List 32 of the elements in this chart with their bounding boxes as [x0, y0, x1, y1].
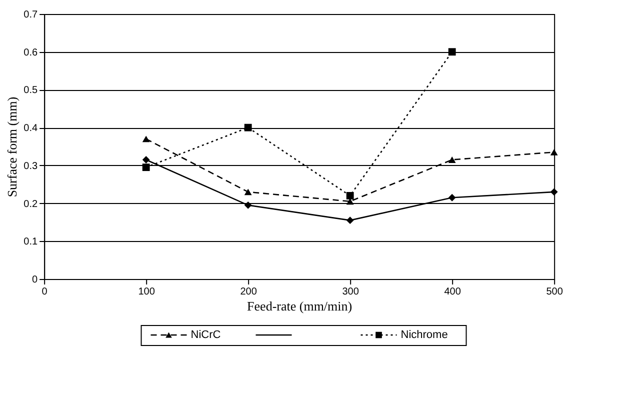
y-tick-label: 0.2: [24, 198, 38, 210]
point: [448, 194, 456, 202]
y-tick-label: 0.7: [24, 10, 38, 20]
x-tick-label: 0: [42, 286, 48, 298]
point: [142, 136, 150, 142]
y-tick-label: 0.6: [24, 47, 38, 58]
point: [142, 164, 150, 172]
point: [346, 216, 354, 224]
point: [244, 201, 252, 209]
y-tick-label: 0.5: [24, 85, 38, 96]
legend-label: Nichrome: [400, 329, 448, 341]
point: [550, 148, 558, 156]
point: [448, 156, 456, 163]
point: [448, 48, 456, 56]
point: [244, 188, 252, 196]
y-tick-label: 0.3: [24, 160, 38, 172]
x-axis-title: Feed-rate (mm/min): [247, 298, 352, 314]
y-tick-label: 0: [32, 274, 38, 286]
x-tick-label: 100: [138, 286, 156, 298]
x-tick-label: 300: [342, 286, 360, 298]
point: [244, 124, 252, 132]
x-tick-label: 500: [546, 286, 564, 298]
x-tick-label: 200: [240, 286, 258, 298]
y-tick-label: 0.1: [24, 236, 38, 248]
point: [142, 156, 150, 164]
y-axis-title: Surface form (mm): [4, 96, 20, 198]
point: [346, 192, 354, 200]
point: [346, 198, 354, 205]
y-tick-label: 0.4: [24, 123, 38, 134]
x-tick-label: 400: [444, 286, 462, 298]
point: [550, 188, 558, 196]
legend-label: NiCrC: [190, 329, 221, 341]
